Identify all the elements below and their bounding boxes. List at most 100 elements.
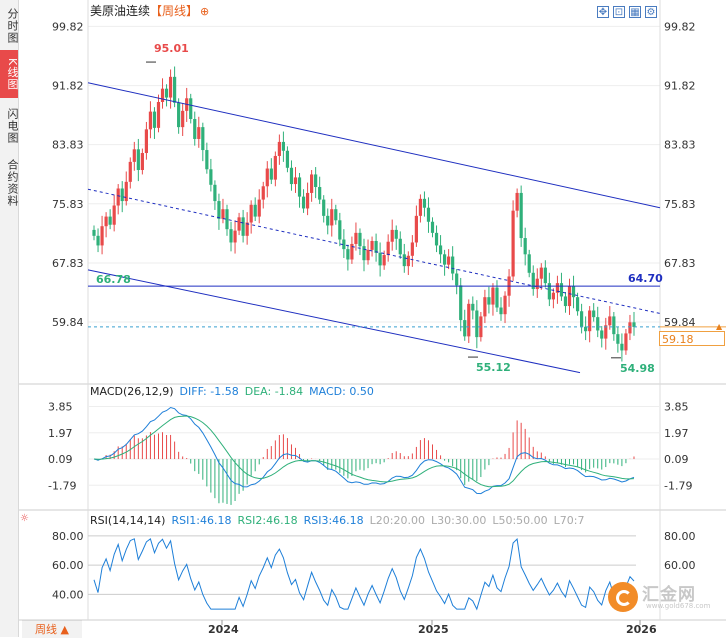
candle-body <box>301 196 306 209</box>
candle-body <box>305 192 310 209</box>
tab-kline[interactable]: K线图 <box>0 50 19 98</box>
candle-body <box>277 141 281 156</box>
candle-body <box>483 297 487 317</box>
candle-body <box>628 322 632 334</box>
candle-body <box>499 307 503 315</box>
rsi-line <box>93 537 635 611</box>
candle-body <box>491 287 495 305</box>
candle-body <box>547 283 551 300</box>
candle-body <box>201 127 205 151</box>
candle-body <box>422 198 427 208</box>
candle-body <box>515 192 519 211</box>
candle-body <box>116 188 120 206</box>
rsi-legend: RSI(14,14,14) RSI1:46.18 RSI2:46.18 RSI3:46… <box>90 514 591 527</box>
candle-body <box>289 167 294 185</box>
candle-body <box>293 177 298 185</box>
macd-diff-line <box>93 406 635 495</box>
sidebar: 分时图 K线图 闪电图 合约资料 <box>0 0 19 637</box>
candle-body <box>430 221 435 233</box>
price-tick-right: 99.82 <box>664 20 696 33</box>
candle-body <box>495 287 499 308</box>
add-icon[interactable]: ⊕ <box>200 5 210 18</box>
candle-body <box>608 316 612 326</box>
macd-diff-value: DIFF: -1.58 <box>179 385 239 398</box>
macd-title: MACD(26,12,9) <box>90 385 174 398</box>
candle-body <box>612 316 616 335</box>
period-selector-button[interactable]: 周线 ▲ <box>22 620 82 638</box>
candle-body <box>168 76 173 98</box>
low1-label: 55.12 <box>476 361 511 374</box>
rsi2-value: RSI2:46.18 <box>237 514 298 527</box>
tab-contract-info[interactable]: 合约资料 <box>6 159 19 207</box>
macd-tick-left: 1.97 <box>48 427 73 440</box>
candle-body <box>197 127 201 139</box>
candle-body <box>326 215 330 226</box>
candle-body <box>221 209 225 219</box>
indicator-settings-icon[interactable]: ☼ <box>20 513 29 524</box>
candle-body <box>229 229 233 243</box>
candle-body <box>261 186 265 200</box>
rsi1-value: RSI1:46.18 <box>171 514 232 527</box>
candle-body <box>358 232 362 247</box>
settings-icon[interactable]: ⚙ <box>645 6 657 18</box>
candle-body <box>237 217 241 231</box>
price-tick-right: 59.84 <box>664 316 696 329</box>
candle-body <box>527 254 531 273</box>
price-tick-left: 59.84 <box>52 316 84 329</box>
period-label: 【周线】 <box>150 4 199 18</box>
watermark-logo: 汇金网 www.gold678.com <box>606 578 724 618</box>
price-tick-left: 91.82 <box>52 80 84 93</box>
chart-toolbar: ✥ ⊡ ▦ ⚙ <box>597 0 661 18</box>
l30-value: L30:30.00 <box>431 514 487 527</box>
candle-body <box>193 118 197 139</box>
candle-body <box>120 188 124 202</box>
candle-body <box>100 226 104 246</box>
candle-body <box>338 220 342 240</box>
fit-icon[interactable]: ⊡ <box>613 6 625 18</box>
candle-body <box>471 303 475 311</box>
channel-mid-line <box>87 188 661 314</box>
candle-body <box>374 240 378 253</box>
grid-icon[interactable]: ▦ <box>629 6 641 18</box>
candle-body <box>164 88 169 98</box>
candle-body <box>459 285 463 321</box>
price-tick-left: 67.83 <box>52 257 84 270</box>
candle-body <box>410 242 414 256</box>
candle-body <box>418 198 423 216</box>
candle-body <box>604 325 608 339</box>
candle-body <box>531 272 535 290</box>
chart-grid <box>18 0 726 621</box>
rsi3-value: RSI3:46.18 <box>303 514 364 527</box>
expand-icon[interactable]: ✥ <box>597 6 609 18</box>
candle-body <box>104 216 108 227</box>
candle-body <box>543 267 547 284</box>
macd-tick-right: 3.85 <box>664 400 689 413</box>
price-tick-left: 75.83 <box>52 198 84 211</box>
candle-body <box>334 209 338 221</box>
candle-body <box>209 169 213 185</box>
macd-value: MACD: 0.50 <box>309 385 374 398</box>
candle-body <box>265 168 269 187</box>
candle-body <box>519 192 523 239</box>
price-tick-right: 83.83 <box>664 139 696 152</box>
rsi-tick-right: 60.00 <box>664 559 696 572</box>
candle-body <box>539 267 543 279</box>
candle-body <box>362 246 366 261</box>
tab-timeshare[interactable]: 分时图 <box>6 8 19 44</box>
candle-body <box>249 204 253 223</box>
candle-body <box>350 243 354 260</box>
l50-value: L50:50.00 <box>492 514 548 527</box>
candle-body <box>523 238 527 255</box>
channel-lower-line <box>87 269 581 374</box>
candle-body <box>108 216 112 225</box>
candle-body <box>575 297 580 312</box>
macd-tick-right: 1.97 <box>664 427 689 440</box>
tab-flash-chart[interactable]: 闪电图 <box>6 108 19 144</box>
candle-body <box>233 230 237 243</box>
candle-body <box>281 141 286 151</box>
low2-label: 54.98 <box>620 362 655 375</box>
candle-body <box>600 330 604 339</box>
rsi-tick-right: 80.00 <box>664 530 696 543</box>
macd-legend: MACD(26,12,9) DIFF: -1.58 DEA: -1.84 MACD: … <box>90 385 380 398</box>
